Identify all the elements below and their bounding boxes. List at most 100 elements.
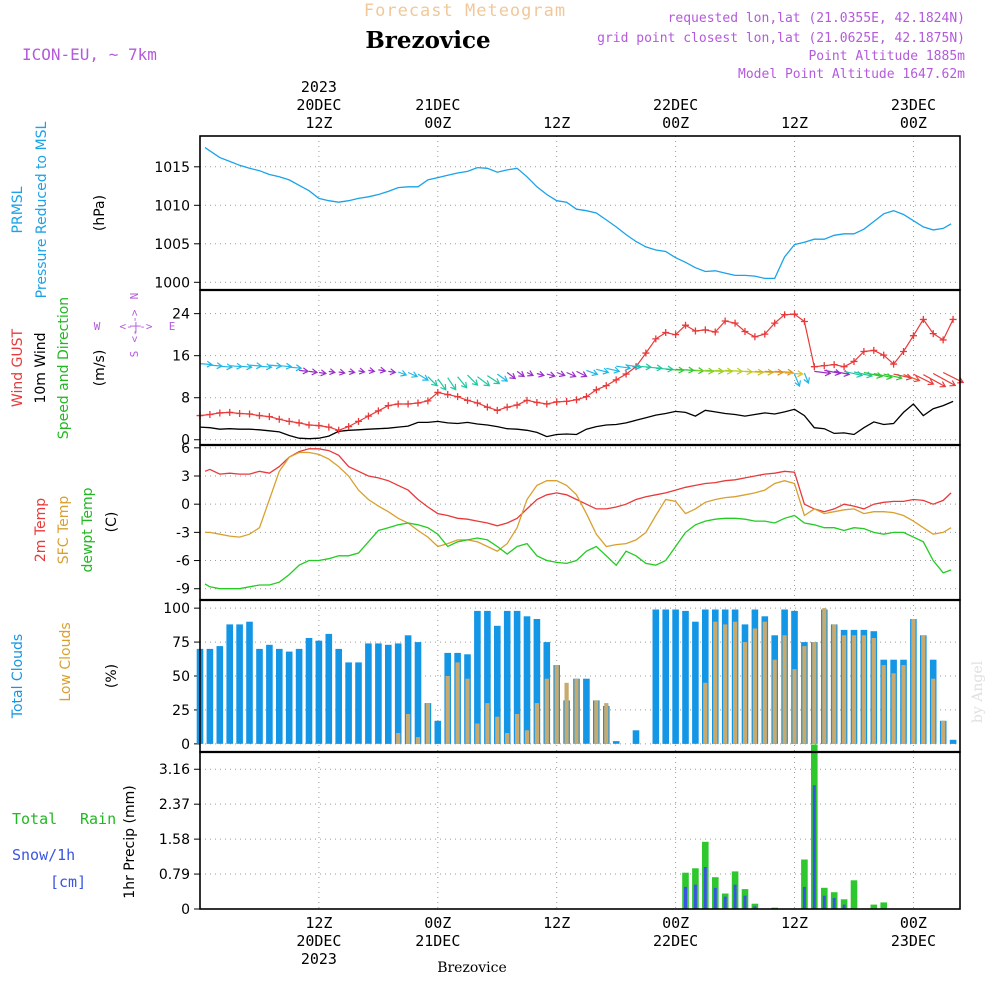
bottom-time-label: 20DEC <box>296 932 341 950</box>
wind-gust-marker <box>800 318 808 326</box>
wind-arrow <box>457 376 468 389</box>
wind-gust-marker <box>582 393 590 401</box>
wind-gust-marker <box>682 321 690 329</box>
hpa-unit: (hPa) <box>92 195 108 231</box>
temp-2m-line <box>204 448 952 527</box>
total-cloud-bar <box>216 646 224 744</box>
wind-gust-marker <box>265 413 273 421</box>
low-cloud-bar <box>911 619 916 744</box>
wind-gust-marker <box>900 347 908 355</box>
total-cloud-bar <box>404 635 412 744</box>
wind-gust-marker <box>781 311 789 319</box>
wind-gust-marker <box>939 336 947 344</box>
wind-arrow <box>397 370 408 377</box>
top-time-label: 12Z <box>781 114 808 132</box>
y-tick-label: 6 <box>181 441 190 457</box>
wind-arrow <box>576 370 588 378</box>
wind-arrow <box>774 368 794 376</box>
panel-frame <box>199 444 961 601</box>
low-cloud-bar <box>445 676 450 744</box>
total-cloud-bar <box>494 625 501 744</box>
wind-gust-marker <box>890 360 898 368</box>
bottom-time-label: 00Z <box>662 914 689 932</box>
precip-bars <box>682 744 887 909</box>
wind-arrow <box>318 369 328 377</box>
wind-gust-marker <box>345 423 353 431</box>
wind-arrow <box>388 368 397 376</box>
low-cloud-bar <box>871 638 876 744</box>
wind-arrow <box>338 368 346 376</box>
wind-gust-label: Wind GUST <box>10 328 26 407</box>
compass-south: S <box>128 351 141 358</box>
snow-bar <box>842 904 846 909</box>
wind-gust-marker <box>305 421 313 429</box>
location-title: Brezovice <box>365 27 490 54</box>
top-time-label: 21DEC <box>415 96 460 114</box>
precip-rain-label: Rain <box>80 810 116 828</box>
low-cloud-bar <box>861 635 866 744</box>
panel-frame <box>199 135 961 291</box>
wind-gust-marker <box>295 419 303 427</box>
snow-bar <box>723 896 727 909</box>
wind-gust-marker <box>810 363 818 371</box>
y-tick-label: 50 <box>172 669 190 685</box>
y-tick-label: 8 <box>181 391 190 407</box>
rain-bar <box>840 899 848 909</box>
y-tick-label: -6 <box>176 554 190 570</box>
wind-arrow <box>348 368 356 376</box>
total-cloud-bar <box>612 741 620 744</box>
total-cloud-bar <box>583 678 590 744</box>
wind-arrow <box>378 366 387 374</box>
wind-gust-marker <box>236 409 244 417</box>
sfc-temp-label: SFC Temp <box>56 496 72 565</box>
low-cloud-bar <box>475 723 480 744</box>
compass-east: E <box>169 320 176 333</box>
dewpt-temp-line <box>204 514 952 590</box>
y-tick-label: -9 <box>176 582 190 598</box>
snow-bar <box>684 886 687 909</box>
bottom-time-label: 12Z <box>543 914 570 932</box>
wind-arrow <box>516 370 526 378</box>
total-cloud-bar <box>285 651 293 744</box>
total-clouds-label: Total Clouds <box>10 634 26 719</box>
precip-total-label: Total <box>12 810 57 828</box>
wind-gust-marker <box>791 310 799 318</box>
low-cloud-bar <box>485 703 490 744</box>
bottom-time-label: 12Z <box>781 914 808 932</box>
low-cloud-bar <box>792 669 797 744</box>
wind-gust-marker <box>751 333 759 341</box>
temp-2m-label: 2m Temp <box>33 498 49 562</box>
temperature-labels: 2m Temp SFC Temp dewpt Temp (C) <box>33 487 120 572</box>
top-time-label: 00Z <box>662 114 689 132</box>
top-time-label: 12Z <box>543 114 570 132</box>
cloud-labels: Total Clouds Low Clouds (%) <box>10 622 120 719</box>
wind-gust-marker <box>721 317 729 325</box>
footer-location: Brezovice <box>437 960 507 976</box>
wind-gust-marker <box>870 346 878 354</box>
wind-arrow <box>596 367 610 375</box>
wind-arrow <box>358 367 366 375</box>
top-time-label: 2023 <box>301 78 337 96</box>
wind-gust-marker <box>820 362 828 370</box>
total-cloud-bar <box>394 643 402 744</box>
total-cloud-bar <box>949 739 957 744</box>
wind-gust-marker <box>731 319 739 327</box>
wind-arrow <box>417 373 430 381</box>
wind-arrow <box>467 374 479 386</box>
wind-gust-marker <box>404 400 412 408</box>
grid-coordinates: grid point closest lon,lat (21.0625E, 42… <box>597 31 965 46</box>
wind-arrow <box>447 377 457 391</box>
wind-gust-marker <box>275 415 283 423</box>
wind-gust-markers <box>196 310 957 434</box>
bottom-time-label: 21DEC <box>415 932 460 950</box>
low-cloud-bar <box>574 678 579 744</box>
precip-labels: Total Rain Snow/1h [cm] 1hr Precip (mm) <box>12 785 138 898</box>
ms-unit: (m/s) <box>92 350 108 387</box>
y-tick-label: 75 <box>172 635 190 651</box>
total-cloud-bar <box>236 624 243 744</box>
requested-coordinates: requested lon,lat (21.0355E, 42.1824N) <box>668 11 965 26</box>
wind-gust-marker <box>473 399 481 407</box>
panel-temperature: -9 -6 -3 0 3 6 <box>176 441 960 600</box>
snow-bar <box>802 886 806 909</box>
